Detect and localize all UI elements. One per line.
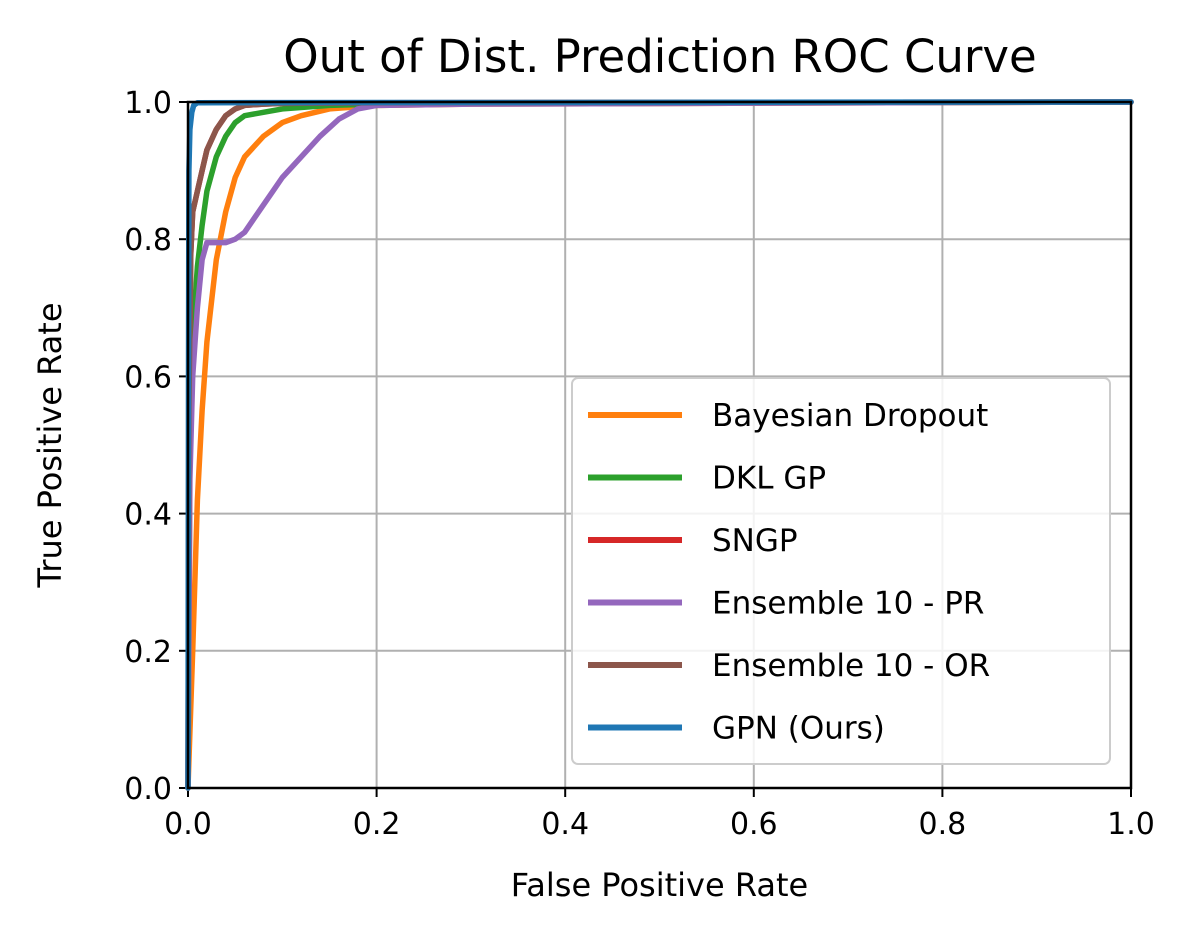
y-tick-label: 0.2 <box>124 635 172 670</box>
x-tick-label: 0.4 <box>541 807 589 842</box>
y-tick-label: 0.0 <box>124 772 172 807</box>
chart-title: Out of Dist. Prediction ROC Curve <box>283 30 1036 83</box>
series-line-ensemble-10-pr <box>185 99 1134 791</box>
legend-label-ensemble-10-pr: Ensemble 10 - PR <box>712 586 984 622</box>
legend-label-gpn-ours: GPN (Ours) <box>712 711 885 747</box>
y-axis-label: True Positive Rate <box>31 302 69 588</box>
legend: Bayesian Dropout DKL GP SNGP Ensemble 10 - … <box>571 377 1111 765</box>
x-tick-label: 0.2 <box>353 807 401 842</box>
legend-label-ensemble-10-or: Ensemble 10 - OR <box>712 648 990 684</box>
y-tick-label: 0.6 <box>124 360 172 395</box>
legend-box <box>571 377 1111 765</box>
x-tick-label: 1.0 <box>1107 807 1155 842</box>
x-tick-labels: 0.0 0.2 0.4 0.6 0.8 1.0 <box>164 807 1155 842</box>
y-tick-label: 0.4 <box>124 498 172 533</box>
y-tick-label: 1.0 <box>124 86 172 121</box>
plot-frame <box>186 100 1133 790</box>
x-tick-label: 0.0 <box>164 807 212 842</box>
y-tick-label: 0.8 <box>124 223 172 258</box>
x-tick-label: 0.6 <box>730 807 778 842</box>
x-tick-label: 0.8 <box>919 807 967 842</box>
legend-label-dkl-gp: DKL GP <box>712 461 826 497</box>
y-tick-labels: 0.0 0.2 0.4 0.6 0.8 1.0 <box>124 86 172 807</box>
x-axis-label: False Positive Rate <box>511 866 808 904</box>
series-lines <box>185 99 1134 791</box>
legend-label-bayesian-dropout: Bayesian Dropout <box>712 398 988 434</box>
legend-label-sngp: SNGP <box>712 523 798 559</box>
